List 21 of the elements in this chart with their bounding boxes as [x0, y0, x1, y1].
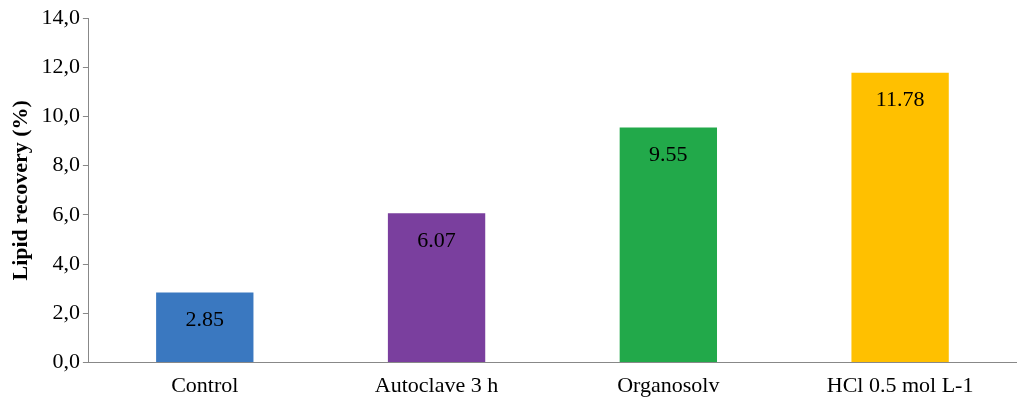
- bar: [619, 127, 718, 363]
- y-tick-label: 10,0: [41, 102, 80, 128]
- y-axis-title: Lipid recovery (%): [6, 100, 32, 281]
- y-tick-label: 2,0: [52, 299, 80, 325]
- data-label: 2.85: [185, 306, 225, 332]
- y-tick-label: 12,0: [41, 53, 80, 79]
- bar: [851, 72, 949, 363]
- y-tick-label: 8,0: [52, 151, 80, 177]
- x-tick-label: Organosolv: [617, 371, 720, 397]
- y-tick-label: 0,0: [52, 348, 80, 374]
- bar: [156, 292, 254, 363]
- x-tick-label: Control: [171, 371, 239, 397]
- data-label: 11.78: [875, 86, 925, 112]
- x-tick-label: HCl 0.5 mol L-1: [826, 371, 974, 397]
- bar: [387, 213, 486, 363]
- x-tick-label: Autoclave 3 h: [374, 371, 499, 397]
- y-tick-label: 4,0: [52, 249, 80, 275]
- data-label: 9.55: [649, 141, 688, 167]
- y-tick-label: 14,0: [41, 3, 80, 29]
- data-label: 6.07: [417, 226, 456, 252]
- y-tick-label: 6,0: [52, 200, 80, 226]
